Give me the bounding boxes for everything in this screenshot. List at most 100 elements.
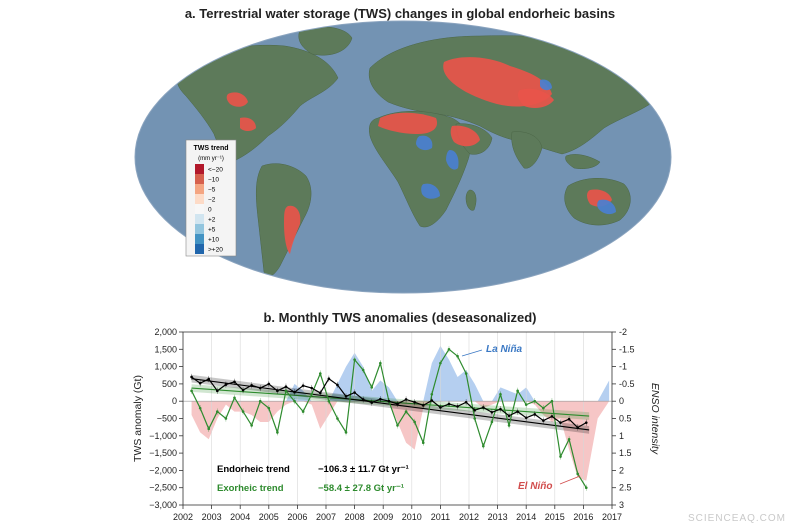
endorheic-point (430, 399, 434, 402)
y-tick-label: 0 (172, 396, 177, 406)
exorheic-confidence-band (191, 384, 590, 420)
endorheic-point (310, 386, 314, 390)
exorheic-point (413, 420, 416, 424)
endorheic-point (516, 410, 519, 413)
exorheic-point (567, 437, 571, 441)
x-tick-label: 2006 (287, 512, 307, 522)
endorheic-point (301, 384, 305, 387)
basin-sahara (378, 112, 438, 134)
exorheic-point (559, 455, 562, 458)
plot-area (183, 332, 612, 505)
endorheic-point (404, 398, 408, 401)
y-tick-label: −1,500 (149, 448, 177, 458)
la-nina-arrow (461, 349, 483, 357)
tws-world-map: TWS trend (mm yr⁻¹) <−20 −10 −5 −2 0 +2 +5 +10 >… (134, 20, 672, 294)
y2-tick-label: -2 (619, 327, 627, 337)
y2-tick-label: 1.5 (619, 448, 632, 458)
y2-tick-label: 3 (619, 500, 624, 510)
exorheic-point (353, 358, 356, 361)
el-nino-shading (191, 401, 610, 481)
exorheic-point (507, 424, 511, 427)
greenland (298, 26, 353, 56)
endorheic-trend-value: −106.3 ± 11.7 Gt yr⁻¹ (318, 464, 409, 475)
endorheic-series-line (191, 376, 587, 429)
exorheic-point (250, 424, 253, 427)
legend-label: 0 (208, 207, 212, 214)
endorheic-point (447, 402, 451, 406)
x-tick-label: 2005 (259, 512, 279, 522)
y-tick-label: 1,000 (154, 362, 177, 372)
basin-great-basin (226, 92, 248, 107)
endorheic-point (233, 380, 236, 384)
exorheic-point (216, 410, 219, 413)
basin-mongolia (540, 79, 552, 91)
exorheic-point (404, 410, 408, 413)
x-tick-label: 2002 (173, 512, 193, 522)
x-tick-label: 2010 (402, 512, 422, 522)
endorheic-point (327, 377, 331, 381)
legend-label: <−20 (208, 167, 223, 174)
el-nino-label: El Niño (518, 481, 552, 492)
watermark: SCIENCEAQ.COM (687, 513, 786, 524)
legend-label: >+20 (208, 247, 223, 254)
exorheic-point (318, 372, 322, 375)
y2-tick-label: -1.5 (619, 344, 635, 354)
endorheic-point (490, 410, 494, 414)
legend-title: TWS trend (194, 145, 229, 152)
y2-tick-label: -0.5 (619, 379, 635, 389)
legend-swatch (195, 214, 204, 224)
endorheic-point (370, 401, 374, 404)
exorheic-point (241, 410, 245, 413)
exorheic-point (207, 427, 211, 431)
y2-tick-label: 0.5 (619, 414, 632, 424)
exorheic-point (421, 441, 425, 445)
endorheic-point (198, 381, 202, 385)
endorheic-point (559, 421, 562, 424)
exorheic-point (576, 472, 579, 476)
exorheic-point (447, 348, 451, 351)
exorheic-point (387, 399, 391, 403)
exorheic-point (396, 424, 399, 427)
x-tick-label: 2009 (373, 512, 393, 522)
endorheic-point (318, 391, 322, 395)
endorheic-confidence-band (191, 374, 590, 434)
exorheic-point (482, 444, 485, 448)
x-tick-label: 2012 (459, 512, 479, 522)
endorheic-point (464, 400, 468, 404)
exorheic-point (473, 417, 477, 420)
globe-outline (134, 20, 672, 294)
y-tick-label: −3,000 (149, 500, 177, 510)
y2-tick-label: 2 (619, 465, 624, 475)
y2-axis-label: ENSO intensity (649, 383, 661, 455)
x-tick-label: 2014 (516, 512, 536, 522)
endorheic-trend-label: Endorheic trend (217, 464, 290, 475)
endorheic-point (396, 402, 399, 406)
legend-swatch (195, 194, 204, 204)
y-tick-label: 500 (162, 379, 177, 389)
exorheic-trend-value: −58.4 ± 27.8 Gt yr⁻¹ (318, 483, 404, 494)
endorheic-point (216, 389, 219, 393)
exorheic-point (258, 399, 262, 403)
plot-frame (182, 331, 613, 506)
exorheic-point (310, 392, 314, 396)
endorheic-point (293, 390, 296, 394)
y-tick-label: −2,500 (149, 483, 177, 493)
exorheic-point (284, 389, 288, 393)
exorheic-point (464, 372, 468, 375)
basin-mexico (240, 117, 256, 131)
exorheic-point (344, 431, 348, 434)
y-tick-label: −500 (157, 414, 177, 424)
map-legend: TWS trend (mm yr⁻¹) <−20 −10 −5 −2 0 +2 +5 +10 >… (185, 139, 237, 257)
continent-south-america (256, 163, 312, 277)
endorheic-point (542, 419, 545, 422)
x-tick-label: 2004 (230, 512, 250, 522)
endorheic-point (344, 395, 348, 398)
legend-label: +2 (208, 217, 216, 224)
y-tick-label: −1,000 (149, 431, 177, 441)
endorheic-point (250, 383, 253, 387)
exorheic-point (584, 486, 588, 490)
legend-swatch (195, 174, 204, 184)
endorheic-point (550, 415, 554, 418)
india (511, 131, 543, 169)
y-tick-label: −2,000 (149, 465, 177, 475)
